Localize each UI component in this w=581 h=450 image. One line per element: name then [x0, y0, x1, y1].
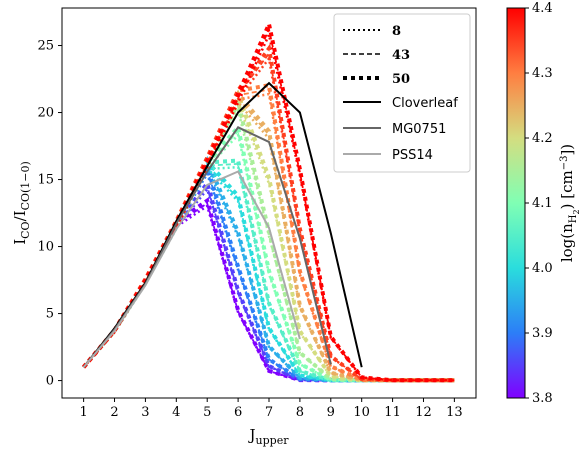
x-tick-label: 7: [265, 405, 273, 420]
model-curve-series: [82, 186, 455, 382]
legend-label-8: 8: [392, 24, 401, 39]
colorbar-label: log(nH2) [cm−3]): [558, 144, 581, 262]
model-curve-series: [82, 179, 455, 383]
observed-curves: [82, 81, 363, 368]
legend-label-pss14: PSS14: [392, 148, 433, 163]
model-curve-series: [82, 106, 455, 382]
y-tick-label: 5: [46, 307, 54, 322]
x-axis: 1 2 3 4 5 6 7 8 9 10 11 12 13: [79, 398, 463, 420]
x-tick-label: 8: [296, 405, 304, 420]
y-tick-label: 25: [37, 39, 54, 54]
x-tick-label: 9: [327, 405, 335, 420]
model-curve-series: [82, 165, 455, 382]
legend-label-cloverleaf: Cloverleaf: [392, 96, 458, 111]
colorbar-tick-label: 3.8: [532, 391, 553, 406]
y-tick-label: 0: [46, 374, 54, 389]
y-axis-label: ICO/ICO(1−0): [11, 161, 32, 245]
model-curve-series: [82, 168, 455, 382]
y-tick-label: 15: [37, 173, 54, 188]
x-tick-label: 13: [446, 405, 463, 420]
model-curve-series: [82, 184, 455, 382]
series-line-pss14: [82, 170, 301, 368]
x-tick-label: 12: [415, 405, 432, 420]
colorbar-ticks: 3.8 3.9 4.0 4.1 4.2 4.3 4.4: [525, 1, 553, 406]
colorbar: [506, 7, 526, 399]
legend-label-mg0751: MG0751: [392, 122, 446, 137]
legend-label-43: 43: [392, 48, 410, 63]
x-axis-label: Jupper: [248, 426, 290, 447]
legend: 8 43 50 Cloverleaf MG0751 PSS14: [333, 13, 471, 173]
x-tick-label: 4: [172, 405, 180, 420]
x-tick-label: 10: [353, 405, 370, 420]
model-curve-series: [82, 165, 455, 382]
x-tick-label: 1: [79, 405, 87, 420]
colorbar-tick-label: 3.9: [532, 326, 553, 341]
model-curve-series: [82, 17, 455, 383]
y-tick-label: 20: [37, 106, 54, 121]
colorbar-tick-label: 4.1: [532, 196, 553, 211]
colorbar-tick-label: 4.2: [532, 131, 553, 146]
legend-label-50: 50: [392, 72, 410, 87]
x-tick-label: 5: [203, 405, 211, 420]
x-tick-label: 11: [384, 405, 401, 420]
colorbar-tick-label: 4.4: [532, 1, 553, 16]
colorbar-tick-label: 4.3: [532, 66, 553, 81]
x-tick-label: 2: [110, 405, 118, 420]
colorbar-tick-label: 4.0: [532, 261, 553, 276]
x-tick-label: 6: [234, 405, 242, 420]
model-curve-series: [82, 162, 455, 383]
x-tick-label: 3: [141, 405, 149, 420]
y-axis: 0 5 10 15 20 25: [37, 39, 62, 389]
y-tick-label: 10: [37, 240, 54, 255]
model-curve-series: [82, 164, 455, 382]
